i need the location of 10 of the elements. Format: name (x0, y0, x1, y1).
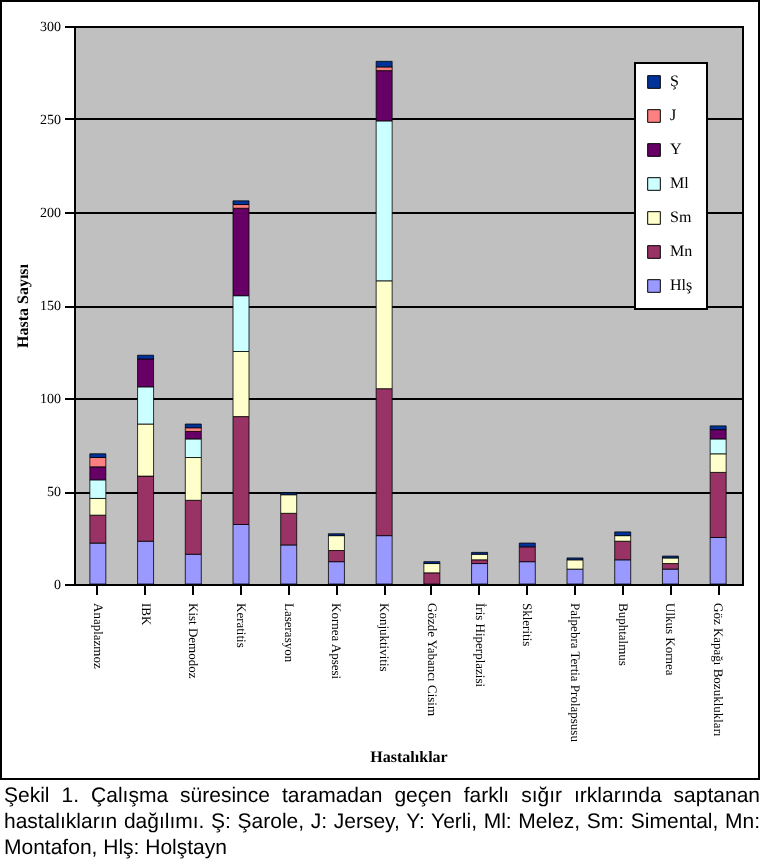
legend-label: Y (670, 140, 682, 158)
legend-label: J (670, 106, 677, 124)
x-axis-title: Hastalıklar (370, 748, 449, 767)
y-axis-title: Hasta Sayısı (14, 262, 32, 349)
text: Şekil 1. Çalışma süresince taramadan geçen farklı sığır ırklarında saptanan hastalıkların dağılımı. Ş: Şarole, J: Jersey, Y: Yerli, Ml: Melez, Sm: Simental, Mn: Montafon, Hlş: Holştayn (4, 784, 760, 862)
legend-label: Ş (670, 72, 679, 90)
legend-label: Hlş (670, 276, 693, 294)
legend-label: Mn (670, 242, 693, 260)
legend-label: Sm (670, 208, 693, 226)
legend-label: Ml (670, 174, 691, 192)
